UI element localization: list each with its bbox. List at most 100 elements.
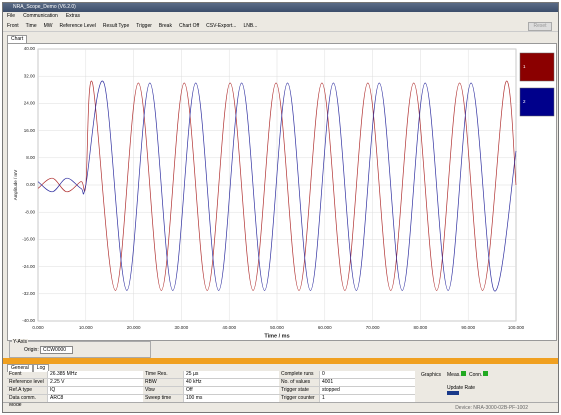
param-row: Reference level 2.25 V — [7, 379, 143, 387]
y-tick-label: -24.00 — [22, 264, 35, 269]
chart: 40.00 32.00 24.00 16.00 8.00 0.00 -8.00 -16.00 -… — [13, 46, 555, 339]
origin-select[interactable]: CCW0000 — [40, 346, 74, 354]
tab-strip: Chart — [7, 35, 28, 43]
param-row: Fcent 26.385 MHz — [7, 371, 143, 379]
param-row: Vbw Off — [143, 387, 279, 395]
menu-bar: File Communication Extras — [3, 12, 558, 20]
y-tick-label: -32.00 — [22, 291, 35, 296]
param-value: 2.25 V — [47, 379, 143, 386]
toolbar-item[interactable]: Result Type — [102, 23, 130, 29]
legend-swatch — [519, 87, 555, 117]
meas-label: Meas. — [447, 372, 461, 378]
graphics-label: Graphics — [421, 372, 442, 378]
param-value: 100 ms — [183, 395, 279, 402]
legend-label: 1 — [523, 64, 526, 69]
series-line — [37, 80, 517, 291]
y-tick-label: -40.00 — [22, 318, 35, 323]
status-bar: Device: NRA-3000-02B-PF-1002 — [3, 402, 558, 412]
param-row: Trigger state stopped — [279, 387, 415, 395]
toolbar-item[interactable]: MW — [43, 23, 53, 29]
param-row: No. of values 4001 — [279, 379, 415, 387]
conn-led — [483, 371, 488, 376]
x-tick-label: 60.000 — [318, 325, 332, 330]
param-label: No. of values — [281, 379, 311, 385]
x-tick-label: 0.000 — [32, 325, 44, 330]
y-axis-panel: Y-Axis Origin: CCW0000 — [9, 339, 151, 358]
parameter-table: Fcent 26.385 MHz Reference level 2.25 V Ref.… — [7, 371, 415, 408]
toolbar-item[interactable]: CSV-Export... — [206, 23, 237, 29]
param-row: Ref.A type IQ — [7, 387, 143, 395]
tab[interactable]: Chart — [7, 35, 28, 43]
legend-label: 2 — [523, 99, 526, 104]
panel-title: Y-Axis — [12, 339, 28, 345]
x-tick-label: 30.000 — [175, 325, 189, 330]
update-rate-bar — [447, 391, 459, 395]
x-tick-label: 90.000 — [461, 325, 475, 330]
param-value: 4001 — [319, 379, 415, 386]
param-label: Data comm. Mode — [9, 395, 36, 408]
param-value: IQ — [47, 387, 143, 394]
param-column: Time Res. 25 µs RBW 40 kHz Vbw Off Sweep time 1… — [143, 371, 279, 403]
x-axis-label: Time / ms — [264, 333, 289, 339]
x-tick-label: 50.000 — [270, 325, 284, 330]
toolbar: Front Time MW Reference Level Result Type Tri… — [3, 21, 558, 32]
param-value: 0 — [319, 371, 415, 378]
param-value: 26.385 MHz — [47, 371, 143, 378]
toolbar-item[interactable]: Reference Level — [59, 23, 96, 29]
y-tick-label: 24.00 — [24, 101, 36, 106]
x-tick-label: 80.000 — [414, 325, 428, 330]
toolbar-item[interactable]: Front — [7, 23, 19, 29]
y-tick-label: -8.00 — [25, 209, 36, 214]
x-tick-label: 100.000 — [508, 325, 525, 330]
toolbar-item[interactable]: LNB... — [243, 23, 258, 29]
tab[interactable]: General — [7, 364, 33, 372]
toolbar-item[interactable]: Time — [25, 23, 37, 29]
param-column: Fcent 26.385 MHz Reference level 2.25 V Ref.… — [7, 371, 143, 408]
param-column: Complete runs 0 No. of values 4001 Trigger s… — [279, 371, 415, 403]
y-tick-label: 16.00 — [24, 128, 36, 133]
x-tick-label: 40.000 — [222, 325, 236, 330]
toolbar-item[interactable]: Chart Off — [178, 23, 200, 29]
toolbar-item[interactable]: Trigger — [136, 23, 152, 29]
legend-swatch — [519, 52, 555, 82]
y-tick-label: 0.00 — [26, 182, 35, 187]
param-row: Time Res. 25 µs — [143, 371, 279, 379]
param-label: Fcent — [9, 371, 22, 377]
x-tick-label: 20.000 — [127, 325, 141, 330]
bottom-tabs: General Log — [7, 364, 50, 372]
param-value: Off — [183, 387, 279, 394]
param-label: Trigger counter — [281, 395, 315, 401]
param-label: Complete runs — [281, 371, 314, 377]
y-tick-label: 40.00 — [24, 46, 36, 51]
x-tick-label: 70.000 — [366, 325, 380, 330]
toolbar-item[interactable]: Break — [158, 23, 172, 29]
series-line — [37, 80, 517, 292]
divider — [3, 358, 558, 364]
param-label: Sweep time — [145, 395, 172, 401]
param-label: Trigger state — [281, 387, 309, 393]
param-value: ARC8 — [47, 395, 143, 402]
menu-item[interactable]: Extras — [65, 13, 80, 19]
reset-button[interactable]: Reset — [528, 22, 552, 31]
conn-label: Conn. — [469, 372, 483, 378]
tab[interactable]: Log — [32, 364, 50, 372]
param-label: Vbw — [145, 387, 155, 393]
y-tick-label: 8.00 — [26, 155, 35, 160]
update-rate-label: Update Rate — [447, 385, 476, 391]
title-bar: NRA_Scope_Demo (V6.2.0) — [3, 3, 558, 12]
menu-item[interactable]: Communication — [23, 13, 58, 19]
menu-item[interactable]: File — [7, 13, 16, 19]
y-axis-label: Amplitude / mV — [13, 170, 18, 201]
origin-label: Origin: — [24, 347, 39, 353]
param-value: 1 — [319, 395, 415, 402]
x-tick-label: 10.000 — [79, 325, 93, 330]
param-row: RBW 40 kHz — [143, 379, 279, 387]
param-value: 25 µs — [183, 371, 279, 378]
param-label: Time Res. — [145, 371, 168, 377]
y-tick-label: 32.00 — [24, 73, 36, 78]
param-row: Complete runs 0 — [279, 371, 415, 379]
y-tick-label: -16.00 — [22, 237, 35, 242]
param-label: Reference level — [9, 379, 44, 385]
param-label: Ref.A type — [9, 387, 33, 393]
